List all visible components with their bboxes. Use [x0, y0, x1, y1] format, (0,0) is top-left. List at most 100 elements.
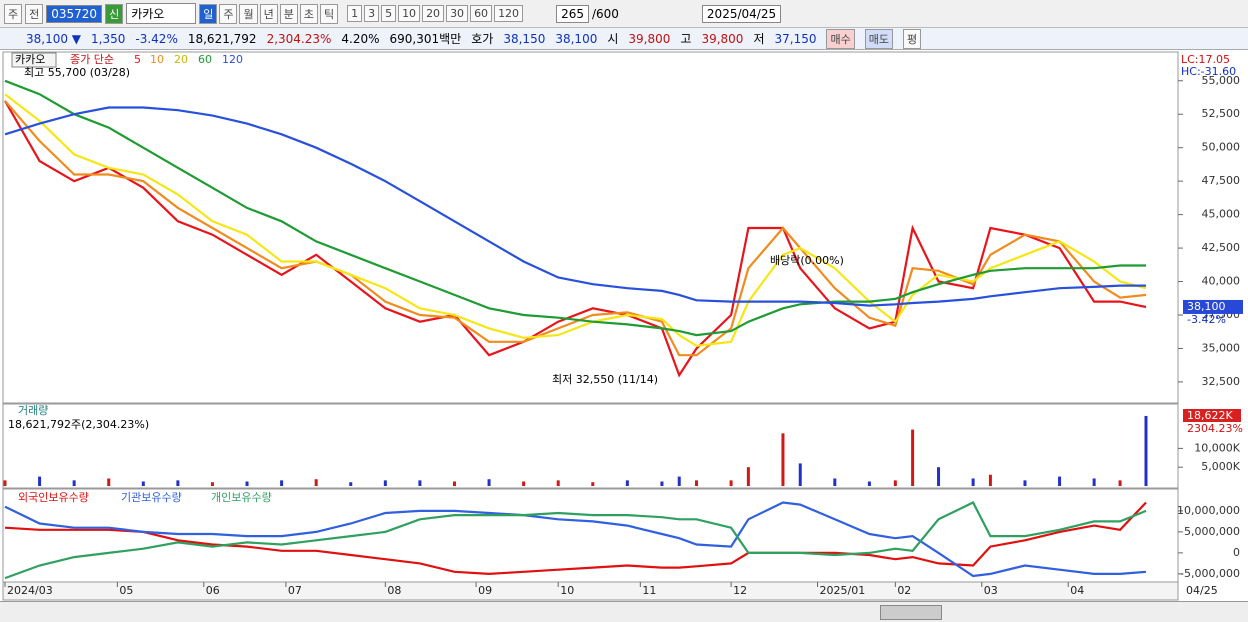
- interval-btn[interactable]: 60: [470, 5, 493, 22]
- legend-item: 외국인보유수량: [18, 491, 89, 504]
- y-tick-label: 47,500: [1202, 174, 1241, 187]
- period-btn[interactable]: 틱: [319, 3, 339, 24]
- volume-bar: [210, 482, 214, 486]
- last-pct: -3.42%: [1187, 313, 1226, 326]
- volume-bar: [280, 480, 284, 486]
- y-tick-label: 45,000: [1202, 208, 1241, 221]
- legend-item: 기관보유수량: [121, 491, 182, 504]
- x-tick-label: 05: [119, 584, 133, 597]
- low-label: 저: [753, 32, 765, 46]
- code-input[interactable]: 035720: [46, 4, 103, 23]
- y-tick-label: -5,000,000: [1180, 567, 1240, 580]
- x-tick-label: 07: [288, 584, 302, 597]
- volume-bar: [660, 481, 664, 486]
- count-input[interactable]: 265: [556, 4, 589, 23]
- ask-label: 호가: [471, 32, 494, 46]
- period-btn[interactable]: 초: [299, 3, 318, 24]
- volume-bar: [141, 481, 145, 486]
- x-tick-label: 11: [642, 584, 656, 597]
- volume-panel: [2, 403, 1179, 489]
- panel-title: 거래량: [18, 404, 48, 417]
- volume-bar: [383, 480, 387, 486]
- price-panel: [2, 51, 1179, 404]
- x-tick-label: 04: [1070, 584, 1084, 597]
- open: 39,800: [628, 31, 671, 46]
- y-tick-label: 42,500: [1202, 241, 1241, 254]
- last-date: 04/25: [1186, 584, 1218, 597]
- ask: 38,150: [503, 31, 546, 46]
- volume: 18,621,792: [187, 31, 257, 46]
- volume-bar: [349, 482, 353, 486]
- volume-bar: [781, 433, 785, 486]
- prev-btn[interactable]: 전: [25, 3, 44, 24]
- interval-btn[interactable]: 1: [347, 5, 363, 22]
- y-tick-label: 32,500: [1202, 375, 1241, 388]
- last-price-box: [1183, 299, 1243, 314]
- volume-bar: [1023, 480, 1027, 486]
- open-label: 시: [607, 32, 619, 46]
- quote-bar: 38,100 ▼ 1,350 -3.42% 18,621,792 2,304.2…: [0, 28, 1248, 50]
- annotation: HC:-31.60: [1181, 65, 1236, 78]
- period-btn[interactable]: 주: [219, 3, 238, 24]
- annotation: 최저 32,550 (11/14): [552, 373, 658, 386]
- interval-btn[interactable]: 120: [494, 5, 524, 22]
- last-price: 38,100: [1187, 300, 1226, 313]
- volume-bar: [522, 481, 526, 486]
- volume-bar: [1118, 480, 1122, 486]
- series-line: [4, 501, 1147, 578]
- view-btn[interactable]: 주: [4, 3, 23, 24]
- x-tick-label: 08: [387, 584, 401, 597]
- volume-bar: [452, 481, 456, 486]
- y-tick-label: 55,000: [1202, 74, 1241, 87]
- interval-btn[interactable]: 30: [446, 5, 469, 22]
- y-tick-label: 10,000K: [1194, 441, 1240, 454]
- holdings-panel: [2, 488, 1179, 583]
- volume-bar: [833, 478, 837, 486]
- interval-btn[interactable]: 3: [364, 5, 380, 22]
- date-input[interactable]: 2025/04/25: [701, 4, 782, 23]
- series-line: [4, 100, 1147, 378]
- interval-btn[interactable]: 5: [381, 5, 397, 22]
- x-tick-label: 2024/03: [7, 584, 53, 597]
- legend-item: 60: [198, 53, 212, 66]
- legend-item: 20: [174, 53, 188, 66]
- high: 39,800: [701, 31, 744, 46]
- volume-bar: [107, 478, 111, 486]
- legend-title: 종가 단순: [70, 53, 114, 66]
- series-line: [4, 93, 1147, 347]
- chart-area: 32,50035,00037,50040,00042,50045,00047,5…: [2, 51, 1243, 601]
- sell-btn[interactable]: 매도: [864, 28, 893, 49]
- x-tick-label: 03: [984, 584, 998, 597]
- change: 1,350: [91, 31, 126, 46]
- turnover: 4.20%: [341, 31, 380, 46]
- period-btn[interactable]: 일: [199, 3, 218, 24]
- legend-item: 10: [150, 53, 164, 66]
- period-btn[interactable]: 년: [259, 3, 278, 24]
- x-axis: [2, 581, 1179, 601]
- volume-bar: [677, 476, 681, 486]
- volume-bar: [176, 480, 180, 486]
- y-tick-label: 40,000: [1202, 275, 1241, 288]
- avg-btn[interactable]: 평: [902, 28, 922, 49]
- interval-btn[interactable]: 20: [422, 5, 445, 22]
- volume-bar: [418, 480, 422, 486]
- buy-btn[interactable]: 매수: [826, 28, 855, 49]
- intervals: 1 3 5 10 20 30 60 120: [347, 5, 524, 22]
- panel-subtitle: 18,621,792주(2,304.23%): [8, 418, 149, 431]
- series-line: [4, 501, 1147, 580]
- scroll-thumb[interactable]: [880, 605, 942, 620]
- period-btn[interactable]: 월: [239, 3, 258, 24]
- interval-btn[interactable]: 10: [398, 5, 421, 22]
- series-line: [4, 106, 1146, 307]
- period-btn[interactable]: 분: [279, 3, 298, 24]
- volume-bar: [798, 463, 802, 486]
- name-input[interactable]: 카카오: [126, 3, 197, 24]
- volume-bar: [3, 480, 7, 486]
- volume-bar: [695, 480, 699, 486]
- volume-bar: [314, 479, 318, 486]
- high-label: 고: [680, 32, 692, 46]
- volume-bar: [1144, 415, 1148, 486]
- scrollbar[interactable]: [0, 601, 1248, 622]
